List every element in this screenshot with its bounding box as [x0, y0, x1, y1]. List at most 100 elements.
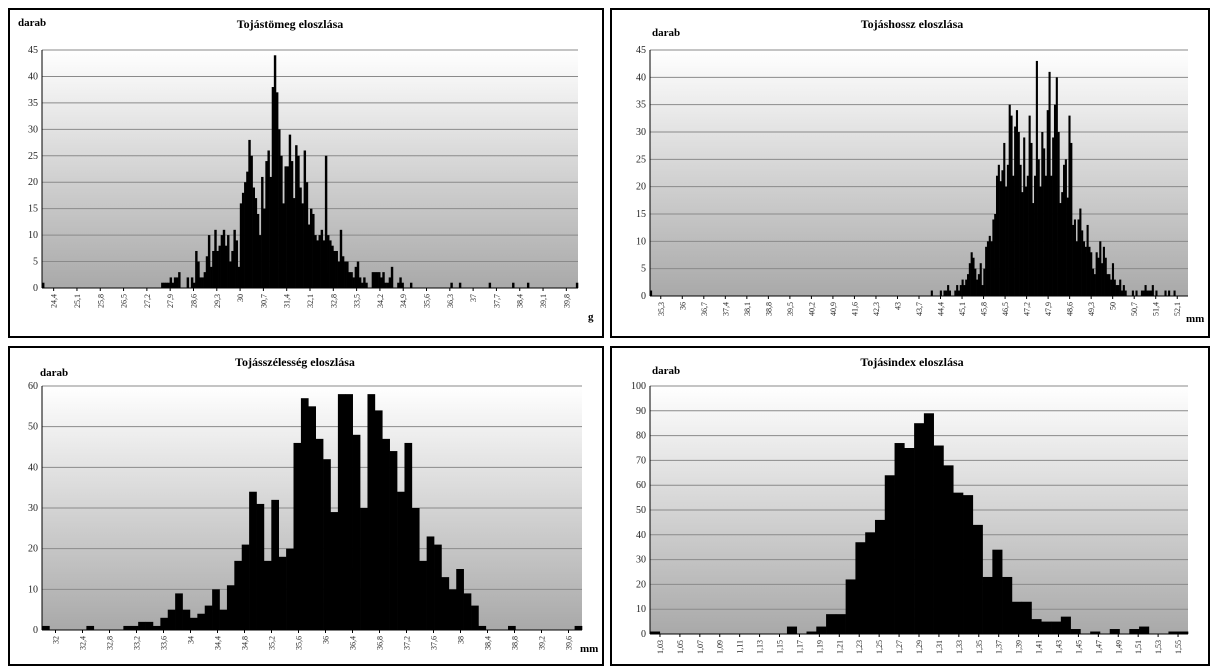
- histogram-bar: [218, 245, 221, 288]
- histogram-bar: [963, 285, 966, 296]
- histogram-bar: [963, 495, 974, 634]
- histogram-bar: [1010, 115, 1013, 296]
- histogram-bar: [1102, 246, 1105, 296]
- histogram-bar: [1044, 175, 1048, 296]
- histogram-bar: [284, 166, 287, 288]
- histogram-bar: [212, 589, 220, 630]
- histogram-bar: [1108, 274, 1111, 296]
- histogram-bar: [222, 229, 226, 288]
- histogram-bar: [1110, 279, 1113, 296]
- x-tick-label: 32,8: [329, 294, 338, 308]
- histogram-bar: [1032, 203, 1035, 296]
- histogram-bar: [826, 614, 837, 634]
- histogram-bar: [190, 277, 194, 288]
- histogram-bar: [163, 282, 166, 288]
- y-tick-label: 60: [636, 480, 646, 491]
- histogram-bar: [434, 544, 442, 630]
- histogram-bar: [1015, 110, 1019, 296]
- x-tick-label: 1,15: [776, 640, 785, 654]
- histogram-bar: [1026, 175, 1029, 296]
- histogram-bar: [947, 285, 950, 296]
- histogram-bar: [979, 263, 982, 296]
- x-tick-label: 39,5: [786, 302, 795, 316]
- histogram-bar: [1070, 629, 1081, 634]
- histogram-bar: [1060, 616, 1071, 634]
- histogram-bar: [186, 277, 190, 288]
- histogram-bar: [219, 609, 228, 630]
- histogram-bar: [923, 413, 934, 634]
- histogram-bar: [1168, 631, 1179, 634]
- histogram-bar: [293, 442, 302, 630]
- histogram-bar: [974, 268, 977, 296]
- histogram-bar: [256, 213, 260, 288]
- x-tick-label: 44,4: [937, 302, 946, 316]
- histogram-bar: [972, 257, 975, 296]
- histogram-bar: [426, 536, 435, 630]
- histogram-bar: [450, 282, 453, 288]
- histogram-bar: [1090, 252, 1093, 296]
- y-tick-label: 0: [641, 291, 646, 302]
- histogram-bar: [241, 192, 245, 288]
- histogram-bar: [985, 246, 988, 296]
- y-tick-label: 40: [636, 530, 646, 541]
- histogram-bar: [994, 214, 997, 296]
- histogram-bar: [1034, 175, 1037, 296]
- histogram-bar: [216, 250, 219, 288]
- histogram-bar: [318, 235, 321, 288]
- histogram-bar: [1101, 263, 1104, 296]
- histogram-bar: [1043, 148, 1046, 296]
- histogram-bar: [239, 203, 243, 288]
- x-tick-label: 1,37: [995, 640, 1004, 654]
- x-tick-label: 1,27: [895, 640, 904, 654]
- histogram-bar: [1091, 268, 1095, 296]
- histogram-bar: [269, 176, 273, 288]
- x-tick-label: 1,55: [1174, 640, 1183, 654]
- y-axis-label: darab: [18, 17, 46, 29]
- histogram-bar: [371, 272, 375, 288]
- histogram-bar: [263, 560, 272, 630]
- chart-egg-index: 0 10 20 30 40 50 60 70 80 90 100 1,03 1,05 1,07 1,09 1,…: [610, 346, 1210, 666]
- histogram-bar: [884, 475, 895, 634]
- chart-egg-mass: 0 5 10 15 20 25 30 35 40 45 24,4 25,1 25,8 26,5 27,2 27…: [8, 8, 604, 338]
- x-tick-label: 33,6: [160, 636, 169, 650]
- histogram-bar: [273, 55, 277, 289]
- histogram-bar: [574, 625, 583, 630]
- histogram-bar: [337, 394, 346, 630]
- histogram-bar: [265, 161, 268, 288]
- histogram-bar: [373, 272, 377, 288]
- y-tick-label: 50: [636, 505, 646, 516]
- histogram-bar: [650, 290, 653, 296]
- histogram-bar: [346, 261, 349, 288]
- histogram-bar: [145, 621, 154, 630]
- x-tick-label: 45,1: [958, 302, 967, 316]
- histogram-bar: [167, 609, 176, 630]
- x-tick-label: 38,4: [484, 636, 493, 650]
- histogram-bar: [352, 434, 361, 630]
- histogram-bar: [1104, 257, 1107, 296]
- x-tick-label: 1,49: [1114, 640, 1123, 654]
- x-tick-label: 1,45: [1074, 640, 1083, 654]
- histogram-bar: [988, 235, 991, 296]
- y-tick-label: 20: [636, 579, 646, 590]
- y-tick-label: 40: [636, 72, 646, 83]
- histogram-bar: [914, 423, 925, 634]
- histogram-bar: [345, 394, 353, 630]
- histogram-bar: [456, 569, 464, 630]
- histogram-bar: [806, 631, 817, 634]
- x-tick-label: 50: [1109, 302, 1118, 310]
- histogram-bar: [939, 290, 942, 296]
- histogram-bar: [1168, 290, 1171, 296]
- histogram-bar: [1011, 601, 1023, 634]
- histogram-bar: [352, 277, 355, 288]
- histogram-bar: [315, 438, 324, 630]
- x-tick-label: 33,2: [133, 636, 142, 650]
- x-tick-label: 1,51: [1134, 640, 1143, 654]
- x-tick-label: 39,8: [562, 294, 571, 308]
- histogram-bar: [1064, 159, 1067, 296]
- histogram-bar: [816, 626, 827, 634]
- x-tick-label: 33,5: [353, 294, 362, 308]
- histogram-bar: [363, 277, 366, 288]
- x-tick-label: 1,43: [1054, 640, 1063, 654]
- x-tick-label: 38,4: [516, 294, 525, 308]
- y-tick-label: 35: [28, 98, 38, 109]
